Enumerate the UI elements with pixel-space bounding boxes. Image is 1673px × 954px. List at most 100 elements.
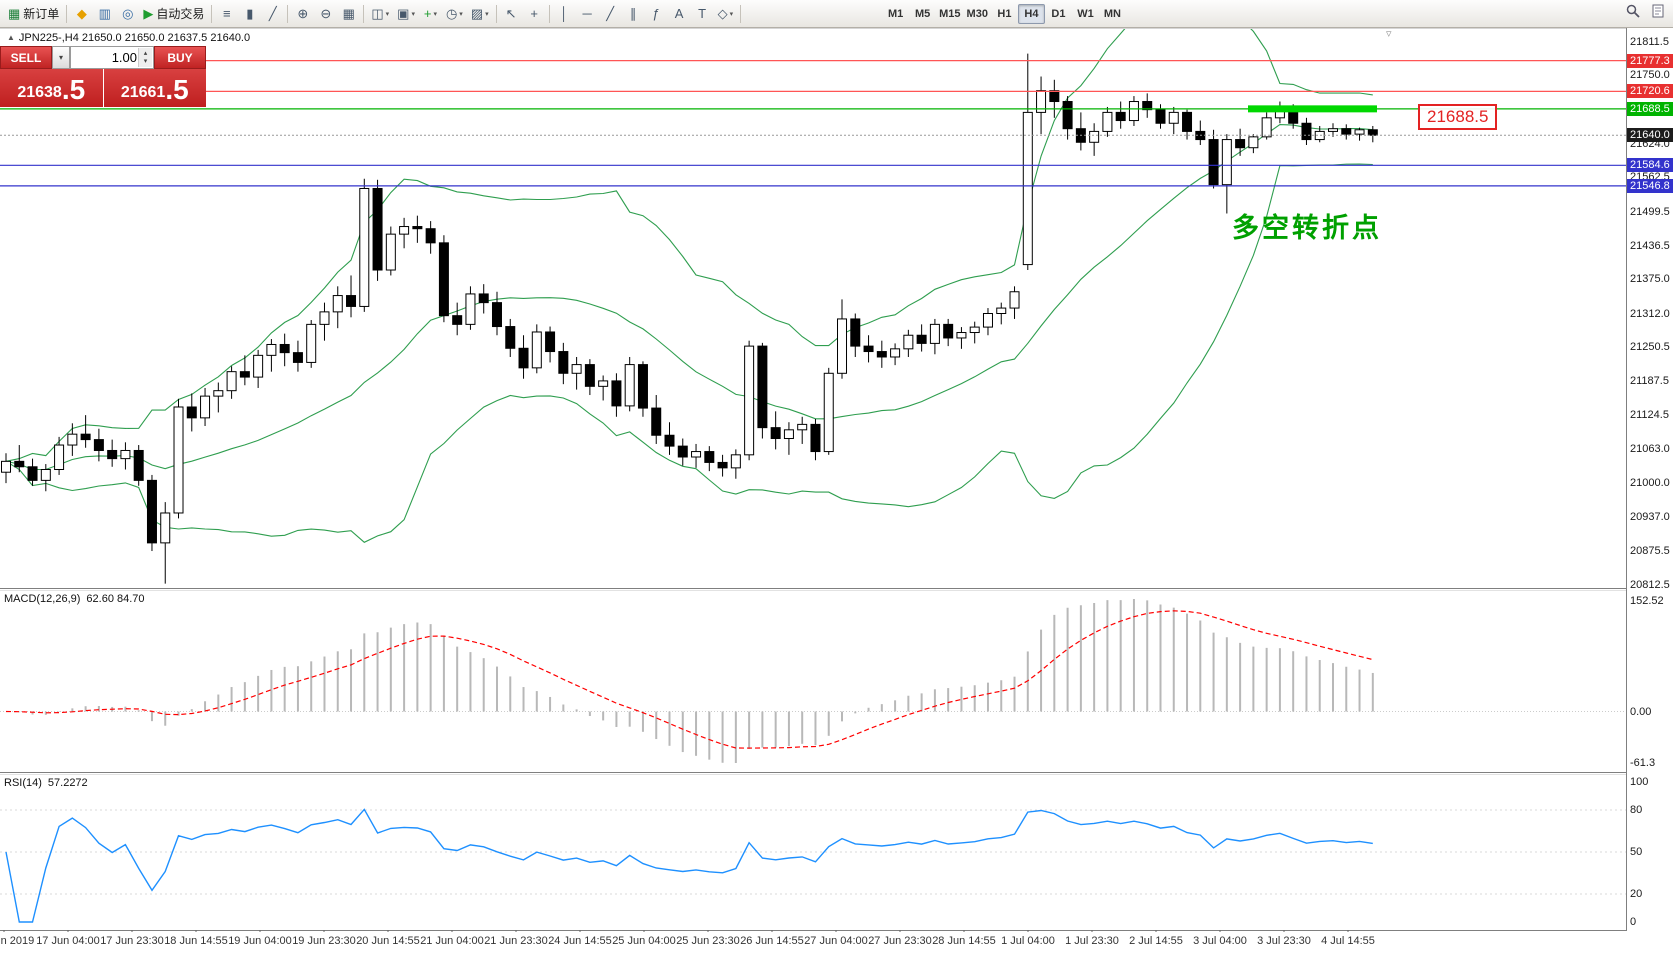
sell-button[interactable]: SELL bbox=[0, 46, 52, 69]
volume-down-button[interactable]: ▾ bbox=[143, 57, 148, 65]
level-price-tag[interactable]: 21688.5 bbox=[1418, 104, 1498, 130]
line-chart-button[interactable]: ╱ bbox=[261, 3, 284, 25]
scale-label: 0 bbox=[1630, 916, 1637, 928]
cursor-button[interactable]: ↖ bbox=[500, 3, 523, 25]
periods-button[interactable]: ◷ ▾ bbox=[442, 3, 467, 25]
hline-button[interactable]: ─ bbox=[576, 3, 599, 25]
shapes-button[interactable]: ◇ ▾ bbox=[714, 3, 738, 25]
scale-label: 21811.5 bbox=[1630, 36, 1669, 48]
volume-up-button[interactable]: ▴ bbox=[143, 49, 148, 57]
symbol-ohlc-label: ▲ JPN225-,H4 21650.0 21650.0 21637.5 2164… bbox=[7, 32, 250, 44]
scale-label: 21499.5 bbox=[1630, 205, 1670, 218]
time-axis-label: 19 Jun 04:00 bbox=[228, 935, 292, 947]
scale-label: 152.52 bbox=[1630, 595, 1664, 607]
timeframe-h4-button[interactable]: H4 bbox=[1017, 3, 1045, 24]
candles-layer bbox=[1, 53, 1378, 584]
report-button[interactable] bbox=[1646, 3, 1669, 25]
autotrading-icon: ▶ bbox=[143, 6, 154, 21]
timeframe-m5-button[interactable]: M5 bbox=[915, 7, 931, 20]
candles-chart-icon: ▮ bbox=[246, 6, 254, 21]
timeframe-mn-button[interactable]: MN bbox=[1103, 7, 1121, 20]
sell-price-display[interactable]: 21638 .5 bbox=[0, 69, 103, 107]
time-axis-label: 19 Jun 23:30 bbox=[292, 935, 356, 947]
one-click-trading-panel: SELL ▾ ▴ ▾ BUY 21638 .5 21661 .5 bbox=[0, 46, 206, 107]
autotrading-button[interactable]: ▶ 自动交易 bbox=[139, 3, 208, 25]
scale-label: 21750.0 bbox=[1630, 69, 1670, 82]
time-axis-label: 4 Jul 14:55 bbox=[1321, 935, 1375, 947]
cursor-icon: ↖ bbox=[505, 6, 517, 21]
timeframe-group: M1 M5 M15 M30 H1 H4 D1 W1 MN bbox=[882, 3, 1126, 24]
rsi-name: RSI(14) bbox=[4, 777, 42, 789]
level-lines-layer bbox=[0, 59, 1626, 187]
vertical-line-icon: │ bbox=[560, 6, 569, 21]
chevron-down-icon: ▾ bbox=[729, 10, 734, 18]
price-scale[interactable]: 21811.5 21750.0 21624.0 21562.5 21499.5 21436… bbox=[1627, 28, 1673, 931]
crosshair-button[interactable]: + bbox=[523, 3, 546, 25]
scale-label: 21312.0 bbox=[1630, 307, 1670, 320]
price-level-tag: 21688.5 bbox=[1627, 101, 1673, 116]
buy-button[interactable]: BUY bbox=[154, 46, 206, 69]
time-axis-label: 18 Jun 14:55 bbox=[164, 935, 228, 947]
profile-icon: ◆ bbox=[76, 6, 87, 21]
scale-label: 20875.5 bbox=[1630, 544, 1670, 557]
timeframe-m30-button[interactable]: M30 bbox=[966, 7, 988, 20]
macd-values: 62.60 84.70 bbox=[86, 593, 145, 605]
fibonacci-icon: ƒ bbox=[652, 6, 660, 21]
timeframe-m1-button[interactable]: M1 bbox=[888, 7, 904, 20]
text-button[interactable]: A bbox=[668, 3, 691, 25]
volume-input[interactable] bbox=[71, 47, 153, 68]
volume-dropdown-button[interactable]: ▾ bbox=[52, 46, 70, 69]
timeframe-h1-button[interactable]: H1 bbox=[997, 7, 1012, 20]
zoom-out-button[interactable]: ⊖ bbox=[314, 3, 337, 25]
fibonacci-button[interactable]: ƒ bbox=[645, 3, 668, 25]
candles-chart-button[interactable]: ▮ bbox=[238, 3, 261, 25]
templates-button[interactable]: ▨ ▾ bbox=[467, 3, 493, 25]
new-order-button[interactable]: ▦ 新订单 bbox=[4, 3, 63, 25]
timeframe-m15-button[interactable]: M15 bbox=[939, 7, 961, 20]
vline-button[interactable]: │ bbox=[553, 3, 576, 25]
zoom-in-button[interactable]: ⊕ bbox=[291, 3, 314, 25]
buy-price-display[interactable]: 21661 .5 bbox=[102, 69, 206, 107]
profiles-icon: ▣ bbox=[397, 6, 410, 21]
scale-label: 20937.0 bbox=[1630, 511, 1670, 524]
time-axis-label: 21 Jun 23:30 bbox=[484, 935, 548, 947]
profile-button[interactable]: ◆ bbox=[70, 3, 93, 25]
bars-chart-button[interactable]: ≡ bbox=[215, 3, 238, 25]
report-icon bbox=[1652, 4, 1664, 23]
channel-button[interactable]: ∥ bbox=[622, 3, 645, 25]
price-level-tag: 21777.3 bbox=[1627, 53, 1673, 68]
timeframe-d1-button[interactable]: D1 bbox=[1051, 7, 1066, 20]
scale-label: 0.00 bbox=[1630, 705, 1652, 718]
label-button[interactable]: T bbox=[691, 3, 714, 25]
buy-price-fraction: .5 bbox=[165, 74, 189, 105]
search-button[interactable] bbox=[1621, 3, 1644, 25]
time-axis-label: 3 Jul 23:30 bbox=[1257, 935, 1311, 947]
terminal-button[interactable]: ◎ bbox=[116, 3, 139, 25]
grid-button[interactable]: ▦ bbox=[337, 3, 360, 25]
time-axis-label: 24 Jun 14:55 bbox=[548, 935, 612, 947]
time-axis-label: 21 Jun 04:00 bbox=[420, 935, 484, 947]
trendline-icon: ╱ bbox=[606, 6, 615, 21]
trendline-button[interactable]: ╱ bbox=[599, 3, 622, 25]
timeframe-w1-button[interactable]: W1 bbox=[1077, 7, 1094, 20]
indicators-button[interactable]: + ▾ bbox=[419, 3, 442, 25]
profiles-button[interactable]: ▣ ▾ bbox=[393, 3, 419, 25]
toolbar: ▦ 新订单 ◆ ▥ ◎ ▶ 自动交易 ≡ ▮ ╱ ⊕ ⊖ ▦ ◫ ▾ ▣ ▾ + ▾ ◷ ▾ ▨ ▾ ↖ + │ ─ ╱ ∥ ƒ A T ◇ ▾ M… bbox=[0, 0, 1673, 28]
time-axis-label: 3 Jul 04:00 bbox=[1193, 935, 1247, 947]
scale-label: 21436.5 bbox=[1630, 239, 1670, 252]
market-watch-icon: ▥ bbox=[98, 6, 111, 21]
time-axis-label: 28 Jun 14:55 bbox=[932, 935, 996, 947]
time-axis-label: 25 Jun 04:00 bbox=[612, 935, 676, 947]
chevron-down-icon: ▾ bbox=[459, 10, 463, 18]
market-watch-button[interactable]: ▥ bbox=[93, 3, 116, 25]
macd-histogram bbox=[18, 599, 1374, 763]
zoom-in-icon: ⊕ bbox=[297, 6, 309, 21]
tile-windows-button[interactable]: ◫ ▾ bbox=[367, 3, 393, 25]
time-axis-label: 14 Jun 2019 bbox=[0, 935, 35, 947]
terminal-icon: ◎ bbox=[122, 6, 134, 21]
time-axis-label: 2 Jul 14:55 bbox=[1129, 935, 1183, 947]
scale-label: 21124.5 bbox=[1630, 409, 1669, 422]
highlight-level-bar[interactable] bbox=[1248, 105, 1377, 113]
